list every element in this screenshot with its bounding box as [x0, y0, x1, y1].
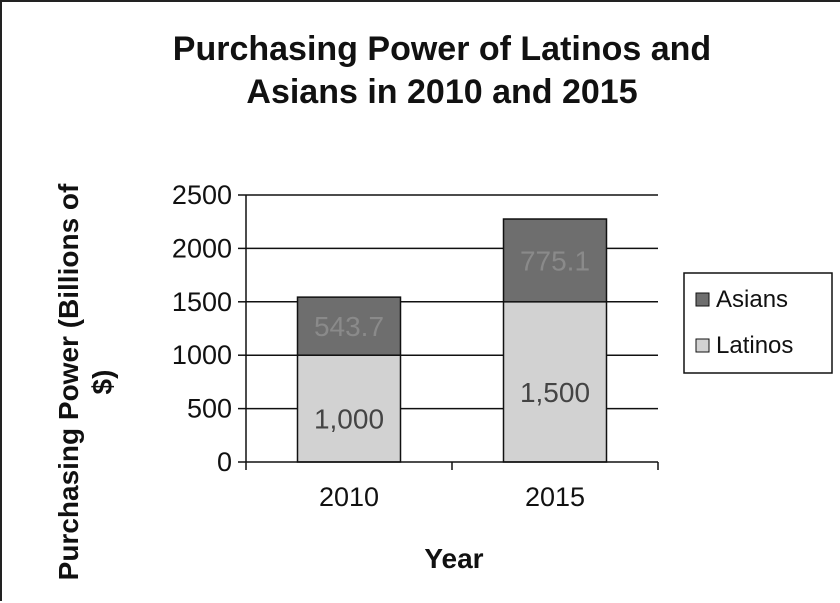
chart-title-line-2: Asians in 2010 and 2015: [246, 73, 637, 111]
y-tick-labels: 0 500 1000 1500 2000 2500: [172, 180, 232, 477]
y-tick-label-500: 500: [187, 394, 232, 424]
data-labels: 1,000 543.7 1,500 775.1: [314, 245, 590, 434]
x-tick-labels: 2010 2015: [319, 482, 585, 512]
bar-asians-2015: [502, 218, 608, 303]
x-tick-label-2015: 2015: [525, 482, 585, 512]
y-axis-title-line-1: Purchasing Power (Billions of: [53, 183, 84, 580]
y-tick-label-2000: 2000: [172, 233, 232, 263]
y-tick-label-2500: 2500: [172, 180, 232, 210]
data-label-asians-2015: 775.1: [520, 245, 590, 276]
legend-swatch-asians: [695, 292, 710, 307]
axes: [238, 194, 659, 470]
x-tick-label-2010: 2010: [319, 482, 379, 512]
x-axis-title: Year: [424, 543, 483, 574]
legend-swatch-latinos: [695, 338, 710, 353]
legend-label-latinos: Latinos: [716, 332, 793, 359]
y-axis-title-line-2: $): [87, 370, 118, 395]
chart-title-line-1: Purchasing Power of Latinos and: [173, 30, 711, 68]
legend-box: [683, 272, 833, 374]
y-tick-label-0: 0: [217, 447, 232, 477]
y-axis-title: Purchasing Power (Billions of $): [53, 183, 118, 580]
y-tick-label-1000: 1000: [172, 340, 232, 370]
legend-label-asians: Asians: [716, 286, 788, 313]
data-label-latinos-2010: 1,000: [314, 404, 384, 435]
data-label-latinos-2015: 1,500: [520, 377, 590, 408]
chart-title: Purchasing Power of Latinos and Asians i…: [173, 30, 711, 111]
bars: [296, 218, 608, 463]
data-label-asians-2010: 543.7: [314, 311, 384, 342]
bar-latinos-2010: [296, 354, 402, 463]
y-tick-label-1500: 1500: [172, 287, 232, 317]
bar-asians-2010: [296, 296, 402, 356]
legend: Asians Latinos: [683, 272, 833, 374]
